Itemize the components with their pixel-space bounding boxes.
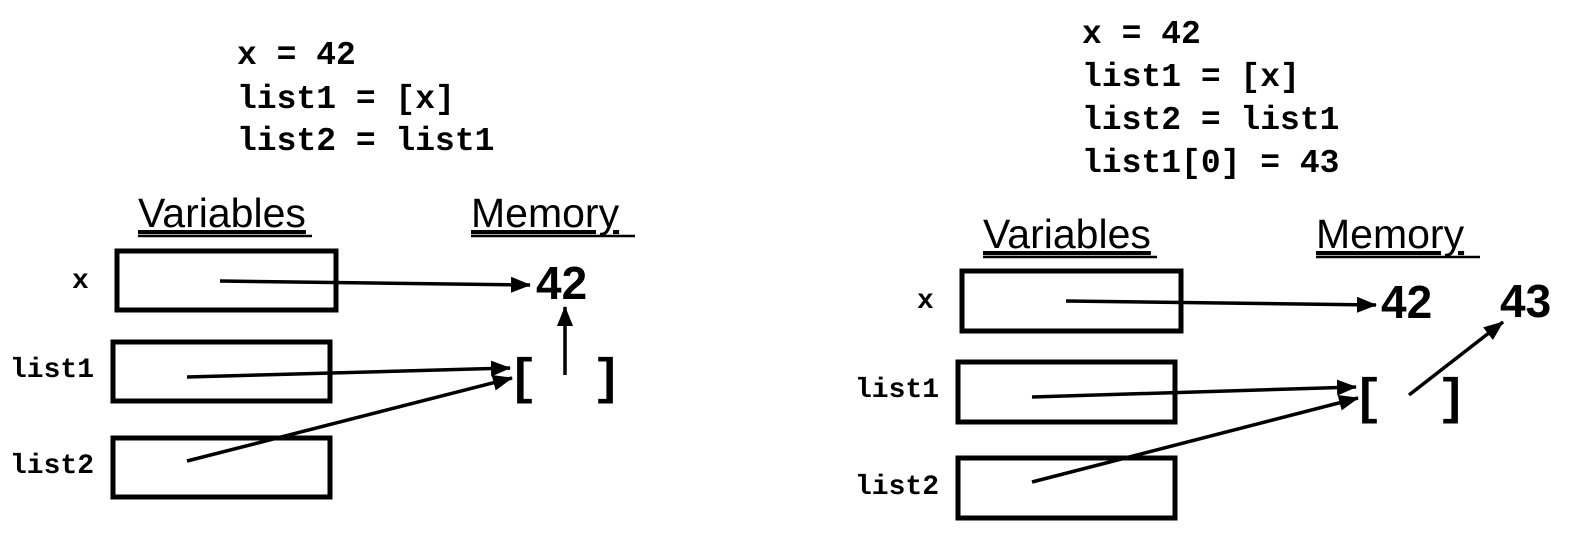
right-arrow-list2-to-list xyxy=(1031,394,1359,484)
right-panel: x = 42 list1 = [x] list2 = list1 list1[0… xyxy=(855,16,1551,521)
left-code-block: x = 42 list1 = [x] list2 = list1 xyxy=(237,37,494,160)
right-code-line-2: list1 = [x] xyxy=(1082,59,1300,96)
left-var-list1-box xyxy=(110,339,333,404)
left-list-close-bracket: ] xyxy=(592,352,622,409)
left-var-list1-label: list1 xyxy=(10,355,94,386)
left-variables-heading: Variables xyxy=(138,190,306,236)
right-code-block: x = 42 list1 = [x] list2 = list1 list1[0… xyxy=(1082,16,1339,182)
left-var-list2-label: list2 xyxy=(10,451,94,482)
right-code-line-3: list2 = list1 xyxy=(1082,102,1339,139)
left-list-open-bracket: [ xyxy=(508,352,538,409)
left-arrow-list1-to-list xyxy=(186,360,511,379)
left-code-line-1: x = 42 xyxy=(237,37,356,74)
left-memory-value-42: 42 xyxy=(536,257,587,309)
left-arrow-list2-to-list xyxy=(186,374,513,463)
right-memory-value-43: 43 xyxy=(1500,275,1551,327)
left-arrow-x-to-42 xyxy=(219,276,531,293)
right-code-line-1: x = 42 xyxy=(1082,16,1201,53)
right-memory-heading: Memory xyxy=(1316,211,1465,257)
left-code-line-2: list1 = [x] xyxy=(237,81,455,118)
right-var-list2-box xyxy=(955,455,1178,521)
right-list-open-bracket: [ xyxy=(1353,372,1383,429)
right-list-close-bracket: ] xyxy=(1437,372,1467,429)
left-var-x-label: x xyxy=(72,266,89,297)
right-var-list1-label: list1 xyxy=(855,375,939,406)
left-var-list2-box xyxy=(110,435,333,500)
right-code-line-4: list1[0] = 43 xyxy=(1082,145,1339,182)
left-memory-heading: Memory xyxy=(471,190,620,236)
right-var-list2-label: list2 xyxy=(855,472,939,503)
right-arrow-element-to-43 xyxy=(1407,320,1505,397)
right-arrow-list1-to-list xyxy=(1031,379,1357,399)
left-panel: x = 42 list1 = [x] list2 = list1 Variabl… xyxy=(10,37,635,500)
right-variables-heading: Variables xyxy=(983,211,1151,257)
right-memory-value-42: 42 xyxy=(1381,276,1432,328)
left-code-line-3: list2 = list1 xyxy=(237,123,494,160)
left-var-x-box xyxy=(114,248,339,313)
right-arrow-x-to-42 xyxy=(1065,296,1377,313)
right-var-x-label: x xyxy=(917,286,934,317)
